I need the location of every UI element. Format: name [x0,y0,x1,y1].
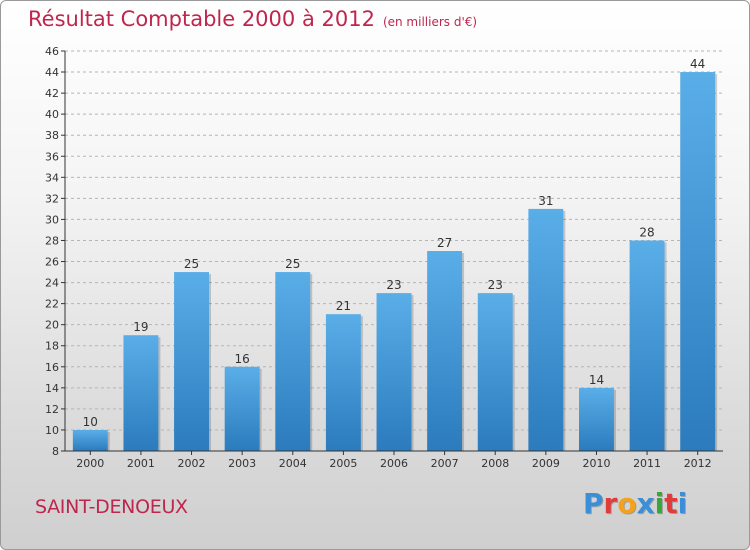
bar [174,272,210,451]
y-tick-label: 44 [45,66,59,79]
data-label: 14 [589,373,604,387]
y-tick-label: 42 [45,87,59,100]
x-tick-label: 2004 [279,457,307,470]
logo-letter: x [636,487,655,520]
y-tick-label: 24 [45,277,59,290]
y-tick-label: 30 [45,213,59,226]
y-tick-label: 38 [45,129,59,142]
x-tick-label: 2005 [329,457,357,470]
proxiti-logo[interactable]: Proxiti [583,487,687,520]
bar [376,293,412,451]
y-tick-label: 36 [45,150,59,163]
chart-subtitle: (en milliers d'€) [382,15,478,29]
logo-letter: i [677,487,688,520]
x-tick-label: 2011 [633,457,661,470]
data-label: 44 [690,57,705,71]
data-label: 23 [488,278,503,292]
bar [578,387,614,451]
bar [325,314,361,451]
x-tick-label: 2002 [178,457,206,470]
data-label: 25 [285,257,300,271]
y-tick-label: 12 [45,403,59,416]
logo-letter: o [617,487,637,520]
logo-letter: r [603,487,618,520]
x-tick-label: 2001 [127,457,155,470]
bar [72,429,108,451]
bar [427,251,463,451]
y-tick-label: 26 [45,256,59,269]
bar [477,293,513,451]
bar [275,272,311,451]
x-tick-label: 2009 [532,457,560,470]
bar [123,335,159,451]
y-tick-label: 16 [45,361,59,374]
logo-letter: P [583,487,604,520]
y-tick-label: 22 [45,298,59,311]
data-label: 19 [133,320,148,334]
x-tick-label: 2010 [582,457,610,470]
y-tick-label: 18 [45,340,59,353]
y-tick-label: 40 [45,108,59,121]
data-label: 16 [235,352,250,366]
bar [528,208,564,451]
chart-title: Résultat Comptable 2000 à 2012 [28,7,375,31]
bar [680,72,716,451]
data-label: 28 [639,225,654,239]
x-tick-label: 2003 [228,457,256,470]
y-tick-label: 34 [45,171,59,184]
bar [224,366,260,451]
y-tick-label: 46 [45,45,59,58]
city-name: SAINT-DENOEUX [35,496,188,518]
logo-letter: t [664,487,678,520]
data-label: 23 [386,278,401,292]
y-tick-label: 10 [45,424,59,437]
bar [629,240,665,451]
y-tick-label: 14 [45,382,59,395]
data-label: 31 [538,194,553,208]
x-tick-label: 2000 [76,457,104,470]
y-tick-label: 20 [45,319,59,332]
data-label: 21 [336,299,351,313]
y-tick-label: 28 [45,234,59,247]
x-tick-label: 2008 [481,457,509,470]
x-tick-label: 2012 [684,457,712,470]
y-tick-label: 32 [45,192,59,205]
data-label: 10 [83,415,98,429]
chart-title-block: Résultat Comptable 2000 à 2012 (en millie… [28,7,477,31]
data-label: 25 [184,257,199,271]
x-tick-label: 2006 [380,457,408,470]
y-tick-label: 8 [52,445,59,458]
data-label: 27 [437,236,452,250]
logo-letter: i [654,487,665,520]
x-tick-label: 2007 [431,457,459,470]
